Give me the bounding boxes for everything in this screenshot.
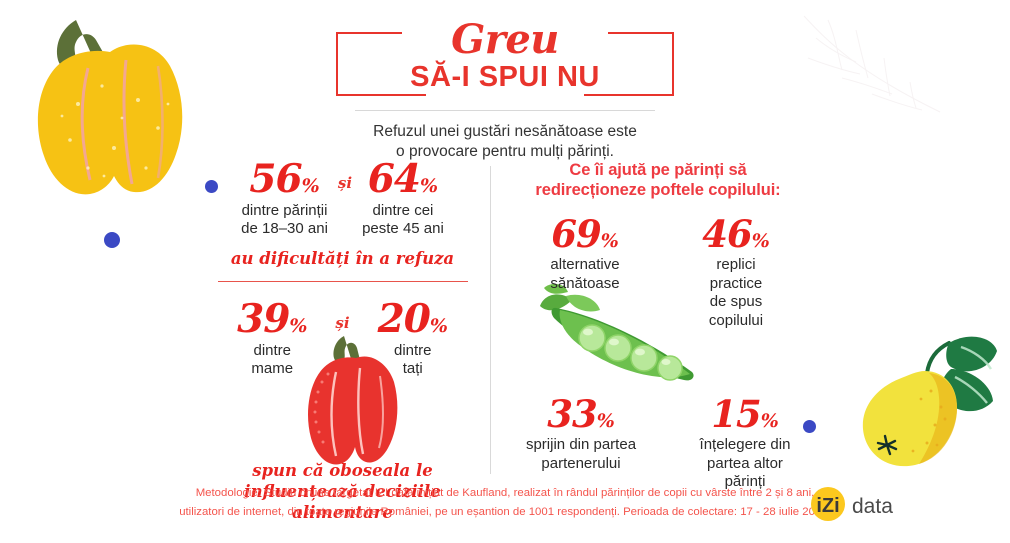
column-divider: [490, 166, 491, 474]
stat-caption: replici practice de spus copilului: [708, 256, 764, 329]
stat-caption: alternative sănătoase: [550, 256, 620, 292]
stat-value: 33%: [547, 392, 615, 436]
stat-value: 56%: [249, 156, 320, 202]
stat-caption: dintre cei peste 45 ani: [362, 202, 444, 238]
decorative-dot: [205, 180, 218, 193]
stat-value: 69%: [551, 212, 619, 256]
left-section-divider: [217, 281, 468, 283]
header-divider: [355, 110, 655, 111]
lede-line-2: o provocare pentru mulți părinți.: [396, 143, 614, 160]
page-title-sub: SĂ-I SPUI NU: [402, 60, 608, 94]
lede-line-1: Refuzul unei gustări nesănătoase este: [373, 123, 637, 140]
stat-value: 46%: [702, 212, 770, 256]
footer-methodology: Metodologie: Studiu online targetat IZI …: [0, 484, 1010, 522]
header: Greu SĂ-I SPUI NU Refuzul unei gustări n…: [0, 14, 1010, 162]
left-conclusion-1: au dificultăți în a refuza: [230, 249, 455, 268]
page-title-main: Greu: [402, 20, 608, 60]
stat-15: 15% înțelegere din partea altor părinți: [680, 396, 810, 492]
izi-data-logo: iZi data: [811, 487, 893, 521]
stat-value: 64%: [367, 156, 439, 202]
right-stat-row-1: 69% alternative sănătoase 46% replici pr…: [498, 216, 818, 330]
conclusion-line: spun că oboseala le: [252, 461, 433, 481]
caption-line: peste 45 ani: [362, 220, 444, 237]
conjunction-si: și: [335, 314, 350, 333]
caption-line: de 18–30 ani: [241, 220, 328, 237]
stat-46: 46% replici practice de spus copilului: [681, 216, 791, 330]
lede-text: Refuzul unei gustări nesănătoase este o …: [0, 122, 1010, 162]
stat-value: 20%: [377, 296, 448, 343]
stat-33: 33% sprijin din partea partenerului: [506, 396, 656, 473]
stat-caption: dintre mame: [237, 342, 307, 378]
right-column: Ce îi ajută pe părinți să redirecționeze…: [498, 160, 818, 492]
stat-caption: dintre tați: [378, 342, 448, 378]
caption-line: dintre părinții: [241, 202, 328, 219]
heading-line: redirecționeze poftele copilului:: [535, 181, 781, 199]
caption-line: dintre: [253, 342, 292, 360]
stat-64: 64% dintre cei peste 45 ani: [362, 160, 444, 238]
stat-value: 15%: [711, 392, 779, 436]
right-column-heading: Ce îi ajută pe părinți să redirecționeze…: [498, 160, 818, 200]
stat-39: 39% dintre mame: [237, 300, 307, 378]
footer-line-1: Metodologie: Studiu online targetat IZI …: [195, 487, 815, 499]
stat-caption: sprijin din partea partenerului: [525, 436, 637, 472]
stat-56: 56% dintre părinții de 18–30 ani: [241, 160, 328, 238]
caption-line: mame: [251, 360, 294, 378]
left-stat-row-2: 39% dintre mame și 20% dintre tați: [200, 300, 485, 378]
caption-line: tați: [402, 360, 423, 378]
stat-value: 39%: [237, 296, 308, 343]
stat-caption: dintre părinții de 18–30 ani: [241, 202, 328, 238]
pear-illustration: [862, 336, 997, 467]
title-frame: Greu SĂ-I SPUI NU: [336, 14, 674, 98]
right-stat-row-2: 33% sprijin din partea partenerului 15% …: [498, 396, 818, 492]
conclusion-line: influențează deciziile alimentare: [244, 482, 441, 523]
footer-line-2: utilizatori de internet, din toate regiu…: [179, 506, 831, 518]
stat-20: 20% dintre tați: [378, 300, 448, 378]
conjunction-si: și: [337, 174, 353, 192]
logo-word-text: data: [852, 495, 893, 518]
stat-69: 69% alternative sănătoase: [525, 216, 645, 293]
caption-line: dintre cei: [372, 202, 434, 219]
heading-line: Ce îi ajută pe părinți să: [569, 161, 747, 179]
stat-caption: înțelegere din partea altor părinți: [699, 436, 791, 490]
caption-line: dintre: [393, 342, 432, 360]
decorative-dot: [104, 232, 120, 248]
left-stat-row-1: 56% dintre părinții de 18–30 ani și 64% …: [200, 160, 485, 238]
left-conclusion-2: spun că oboseala le influențează decizii…: [200, 460, 485, 523]
decorative-dot: [803, 420, 816, 433]
left-column: 56% dintre părinții de 18–30 ani și 64% …: [200, 160, 485, 523]
logo-mark-text: iZi: [816, 495, 839, 517]
